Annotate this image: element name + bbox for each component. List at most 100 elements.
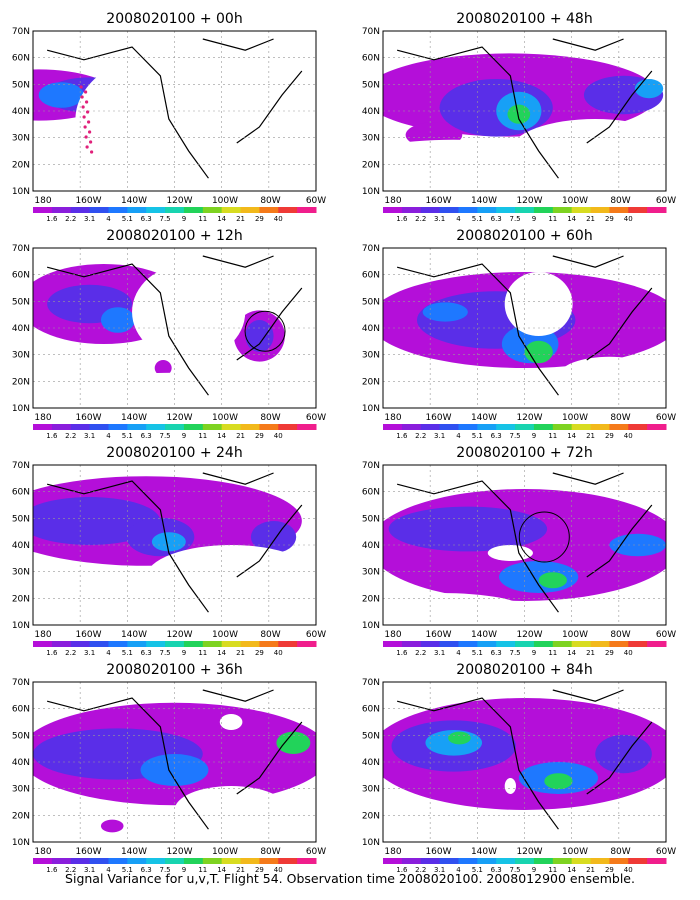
colorbar-swatch [609,858,629,864]
colorbar-swatch [458,424,478,430]
colorbar-swatch [647,641,667,647]
colorbar-label: 9 [182,215,186,223]
flight-track-point [88,130,92,134]
y-tick-label: 40N [362,324,380,334]
colorbar-swatch [165,424,185,430]
colorbar-label: 4 [106,215,111,223]
colorbar-swatch [647,858,667,864]
colorbar-swatch [552,858,573,864]
variance-contour [538,572,567,589]
colorbar-label: 11 [548,215,557,223]
x-tick-label: 80W [260,630,280,640]
colorbar-swatch [647,424,667,430]
colorbar-swatch [297,858,317,864]
y-tick-label: 70N [362,244,380,254]
colorbar-label: 4 [106,649,111,657]
map-panel-p00: 2008020100 + 00h 10N 20N 30N 40N 50N 60N 70N 180… [12,11,326,223]
colorbar-label: 3.1 [434,866,445,874]
x-tick-label: 80W [260,847,280,857]
coastline [46,255,303,396]
no-signal-area [383,139,553,179]
colorbar-label: 9 [182,649,186,657]
y-tick-label: 40N [12,541,30,551]
x-tick-label: 140W [121,413,147,423]
panel-title: 2008020100 + 12h [106,228,242,244]
x-tick-label: 160W [75,630,101,640]
x-tick-label: 180 [384,630,401,640]
variance-contour [276,731,311,754]
colorbar-label: 1.6 [396,649,408,657]
colorbar-label: 2.2 [415,866,426,874]
colorbar-swatch [70,207,91,213]
colorbar-swatch [240,858,260,864]
y-tick-label: 30N [362,568,380,578]
map-panel-p60: 2008020100 + 60h 10N 20N 30N 40N 50N 60N 70N 180… [362,228,676,440]
variance-contour [38,82,84,108]
x-tick-label: 140W [471,630,497,640]
colorbar-label: 1.6 [396,866,408,874]
x-tick-label: 80W [610,196,630,206]
colorbar-swatch [89,641,109,647]
colorbar-label: 14 [567,432,576,440]
x-tick-label: 100W [562,630,588,640]
y-tick-label: 40N [362,541,380,551]
colorbar-swatch [89,858,109,864]
colorbar-label: 7.5 [509,649,520,657]
no-signal-area [504,778,517,794]
map-panel-p12: 2008020100 + 12h 10N 20N 30N 40N 50N 60N 70N 180… [12,228,326,440]
y-tick-label: 70N [12,244,30,254]
colorbar-swatch [70,424,91,430]
colorbar-label: 6.3 [491,649,502,657]
colorbar-swatch [496,641,516,647]
no-signal-area [174,786,288,834]
colorbar-label: 3.1 [84,866,95,874]
colorbar-swatch [70,641,91,647]
colorbar-label: 11 [198,215,207,223]
colorbar-swatch [590,858,610,864]
colorbar-swatch [278,641,298,647]
colorbar-label: 21 [586,432,595,440]
colorbar-label: 14 [217,649,226,657]
colorbar-label: 1.6 [396,432,408,440]
map-frame [382,247,667,409]
variance-contour [140,754,209,786]
y-tick-label: 50N [362,731,380,741]
x-tick-label: 60W [306,413,326,423]
colorbar-label: 9 [182,432,186,440]
colorbar-label: 3.1 [84,432,95,440]
flight-track-point [85,100,89,104]
colorbar-swatch [146,424,166,430]
x-tick-label: 140W [471,196,497,206]
variance-field [33,248,316,408]
colorbar-label: 29 [255,649,264,657]
colorbar-swatch [533,858,554,864]
colorbar-swatch [439,641,459,647]
colorbar-swatch [278,207,298,213]
no-signal-area [219,714,243,730]
colorbar-swatch [278,858,298,864]
colorbar-label: 29 [605,866,614,874]
x-tick-label: 100W [212,413,238,423]
colorbar-swatch [51,207,72,213]
x-tick-label: 80W [260,413,280,423]
colorbar-label: 3.1 [434,432,445,440]
colorbar-label: 6.3 [141,649,152,657]
map-panel-p36: 2008020100 + 36h 10N 20N 30N 40N 50N 60N 70N 180… [12,662,326,874]
coastline [396,689,653,830]
colorbar-swatch [477,207,497,213]
colorbar-label: 2.2 [415,215,426,223]
y-tick-label: 60N [362,488,380,498]
y-tick-label: 20N [12,594,30,604]
colorbar-swatch [496,858,516,864]
colorbar-swatch [165,207,185,213]
colorbar-swatch [609,207,629,213]
flight-track-point [85,145,89,149]
y-tick-label: 10N [362,621,380,631]
colorbar-label: 21 [236,866,245,874]
colorbar-swatch [439,424,459,430]
panel-title: 2008020100 + 84h [456,662,592,678]
colorbar-label: 29 [605,649,614,657]
colorbar-label: 14 [567,866,576,874]
target-circle [244,310,286,352]
colorbar-swatch [108,641,128,647]
